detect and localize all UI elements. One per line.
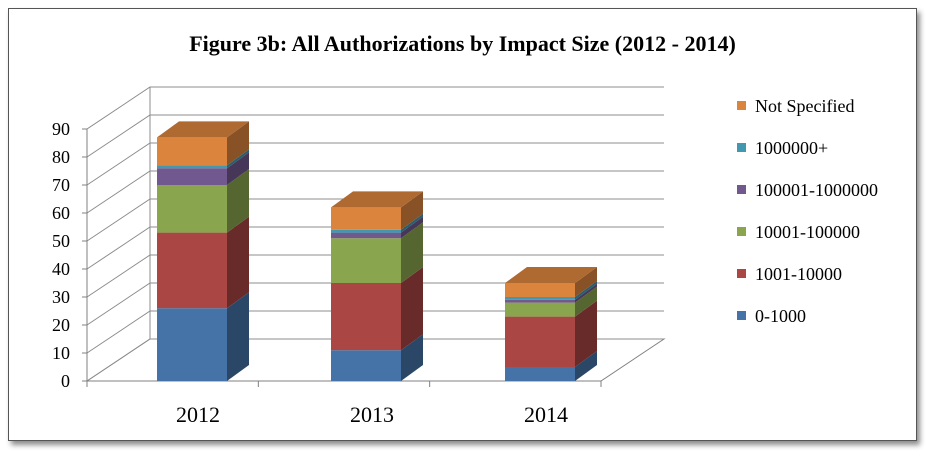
bar-segment [157, 165, 227, 169]
bar-top [157, 121, 249, 138]
y-tick-label: 30 [52, 287, 70, 307]
y-tick-label: 60 [52, 203, 70, 223]
legend-label: 100001-1000000 [755, 180, 878, 200]
bar-segment [505, 316, 575, 367]
y-tick-label: 70 [52, 175, 70, 195]
x-tick-label: 2012 [176, 402, 220, 427]
bar-segment-side [575, 351, 597, 381]
bar-top [505, 267, 597, 283]
bar-segment-side [401, 222, 423, 283]
legend-swatch [737, 269, 746, 278]
y-tick-label: 0 [61, 371, 70, 391]
bar-segment [331, 232, 401, 239]
bar-segment-side [575, 286, 597, 317]
chart-title: Figure 3b: All Authorizations by Impact … [189, 31, 736, 56]
bar-stack-2012 [157, 121, 249, 381]
bar-segment-side [227, 292, 249, 381]
bar-segment [157, 232, 227, 309]
bar-segment-side [575, 300, 597, 367]
bar-segment-side [401, 191, 423, 230]
bar-segment-side [575, 283, 597, 303]
bar-segment-side [227, 121, 249, 166]
bar-segment [505, 367, 575, 381]
legend-swatch [737, 311, 746, 320]
legend-swatch [737, 185, 746, 194]
gridline [86, 86, 664, 130]
bar-segment-side [227, 152, 249, 185]
bar-segment-side [401, 334, 423, 381]
bar-segment [331, 229, 401, 233]
bar-segment [505, 302, 575, 317]
x-tick-label: 2014 [524, 402, 568, 427]
legend-swatch [737, 101, 746, 110]
y-tick-label: 80 [52, 147, 70, 167]
bar-segment [157, 308, 227, 381]
legend-swatch [737, 143, 746, 152]
bar-segment [157, 137, 227, 166]
bar-segment [157, 185, 227, 233]
y-tick-label: 10 [52, 343, 70, 363]
bar-segment-side [575, 281, 597, 300]
y-tick-label: 20 [52, 315, 70, 335]
bar-segment [505, 297, 575, 300]
bar-segment [331, 350, 401, 381]
bar-segment-side [227, 149, 249, 169]
bar-segment [505, 283, 575, 297]
bar-stack-2014 [505, 267, 597, 381]
bar-segment-side [401, 267, 423, 351]
bar-segment [331, 207, 401, 230]
bar-segment [331, 238, 401, 283]
y-tick-label: 50 [52, 231, 70, 251]
bar-segment [157, 168, 227, 185]
legend-label: 1001-10000 [755, 264, 842, 284]
bar-segment [505, 299, 575, 303]
x-tick-label: 2013 [350, 402, 394, 427]
bar-segment-side [401, 216, 423, 239]
y-tick-label: 40 [52, 259, 70, 279]
bar-top [331, 191, 423, 208]
y-tick-label: 90 [52, 119, 70, 139]
legend-label: Not Specified [755, 96, 855, 116]
legend-swatch [737, 227, 746, 236]
bar-stack-2013 [331, 191, 423, 381]
legend-label: 1000000+ [755, 138, 829, 158]
bar-segment [331, 283, 401, 351]
legend-label: 0-1000 [755, 306, 806, 326]
legend-label: 10001-100000 [755, 222, 860, 242]
bar-segment-side [227, 169, 249, 233]
bar-segment-side [575, 267, 597, 297]
bar-segment-side [227, 216, 249, 309]
bar-segment-side [401, 213, 423, 233]
